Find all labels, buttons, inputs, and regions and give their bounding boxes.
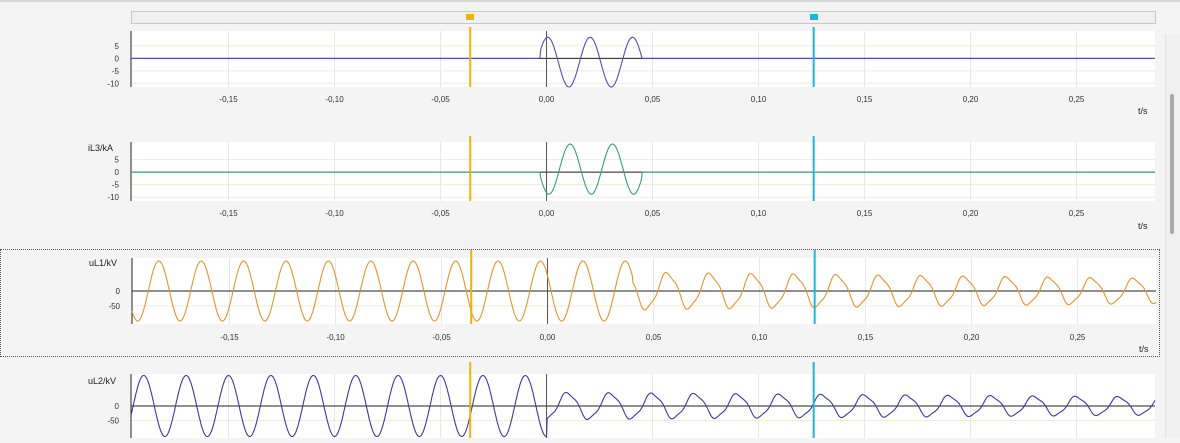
signal-trace: [131, 36, 1155, 88]
x-tick-label: -0,10: [325, 95, 344, 104]
x-tick-label: -0,10: [326, 333, 345, 342]
chart-iL3: 5 0 -5 -10 iL3/kA -0,15 -0,10 -0,05 0,00 0,05 0,10…: [88, 136, 1155, 231]
y-tick-label: 0: [115, 54, 120, 63]
y-tick-label: 0: [116, 287, 121, 296]
signal-trace: [130, 374, 1156, 438]
y-tick-label: 0: [115, 168, 120, 177]
x-tick-label: 0,15: [857, 95, 873, 104]
y-tick-label: -10: [107, 79, 119, 88]
x-tick-label: 0,25: [1069, 95, 1085, 104]
x-tick-label: 0,20: [964, 333, 980, 342]
y-tick-label: -5: [112, 67, 120, 76]
scrollbar-thumb[interactable]: [1170, 94, 1174, 234]
y-tick-label: -50: [107, 417, 119, 426]
signal-trace: [131, 260, 1157, 322]
plot-panel-iL3[interactable]: 5 0 -5 -10 iL3/kA -0,15 -0,10 -0,05 0,00 0,05 0,10…: [0, 136, 1160, 244]
x-tick-label: 0,15: [857, 209, 873, 218]
y-tick-label: -10: [107, 193, 119, 202]
time-unit-label: t/s: [1139, 344, 1149, 354]
x-tick-label: 0,20: [963, 209, 979, 218]
x-tick-label: 0,05: [645, 209, 661, 218]
x-tick-label: 0,20: [963, 95, 979, 104]
x-tick-label: 0,00: [539, 209, 555, 218]
chart-uL2: 0 -50 uL2/kV: [88, 362, 1156, 438]
time-unit-label: t/s: [1138, 106, 1148, 116]
x-tick-label: -0,15: [219, 209, 238, 218]
x-tick-label: -0,05: [431, 209, 450, 218]
x-tick-label: 0,05: [646, 333, 662, 342]
x-tick-label: 0,00: [539, 95, 555, 104]
cursor-1-handle[interactable]: [466, 14, 475, 20]
y-tick-label: 5: [115, 156, 120, 165]
channel-label: uL2/kV: [88, 376, 116, 386]
plot-area: [131, 31, 1155, 87]
channel-label: iL3/kA: [88, 143, 113, 153]
plot-panel-1[interactable]: 5 0 -5 -10 -0,15 -0,10 -0,05 0,00 0,05 0,10 0,15 0,…: [0, 27, 1160, 130]
x-tick-label: 0,05: [645, 95, 661, 104]
cursor-2-handle[interactable]: [809, 14, 818, 20]
x-tick-label: -0,15: [219, 95, 238, 104]
plot-area: [131, 142, 1155, 201]
cursor-bar[interactable]: [131, 11, 1156, 24]
plot-panel-uL2[interactable]: 0 -50 uL2/kV: [0, 362, 1160, 438]
x-tick-label: 0,00: [540, 333, 556, 342]
y-tick-label: 5: [115, 42, 120, 51]
vertical-scrollbar[interactable]: [1165, 34, 1180, 438]
x-tick-label: 0,15: [858, 333, 874, 342]
x-tick-label: 0,10: [751, 95, 767, 104]
chart-1: 5 0 -5 -10 -0,15 -0,10 -0,05 0,00 0,05 0,10 0,15 0,…: [107, 27, 1155, 116]
plot-panel-uL1[interactable]: 0 -50 uL1/kV -0,15 -0,10 -0,05 0,00 0,05 0,10 0,1…: [0, 249, 1160, 357]
x-tick-label: 0,10: [751, 209, 767, 218]
channel-label: uL1/kV: [89, 258, 117, 268]
x-tick-label: -0,05: [431, 95, 450, 104]
y-tick-label: 0: [115, 402, 120, 411]
y-tick-label: -5: [112, 181, 120, 190]
chart-uL1: 0 -50 uL1/kV -0,15 -0,10 -0,05 0,00 0,05 0,10 0,1…: [89, 250, 1157, 354]
x-tick-label: -0,05: [432, 333, 451, 342]
y-tick-label: -50: [108, 302, 120, 311]
x-tick-label: -0,10: [325, 209, 344, 218]
window-top-border: [0, 0, 1180, 2]
x-tick-label: -0,15: [220, 333, 239, 342]
x-tick-label: 0,25: [1069, 209, 1085, 218]
x-tick-label: 0,25: [1070, 333, 1086, 342]
x-tick-label: 0,10: [752, 333, 768, 342]
time-unit-label: t/s: [1138, 221, 1148, 231]
signal-trace: [131, 143, 1155, 195]
